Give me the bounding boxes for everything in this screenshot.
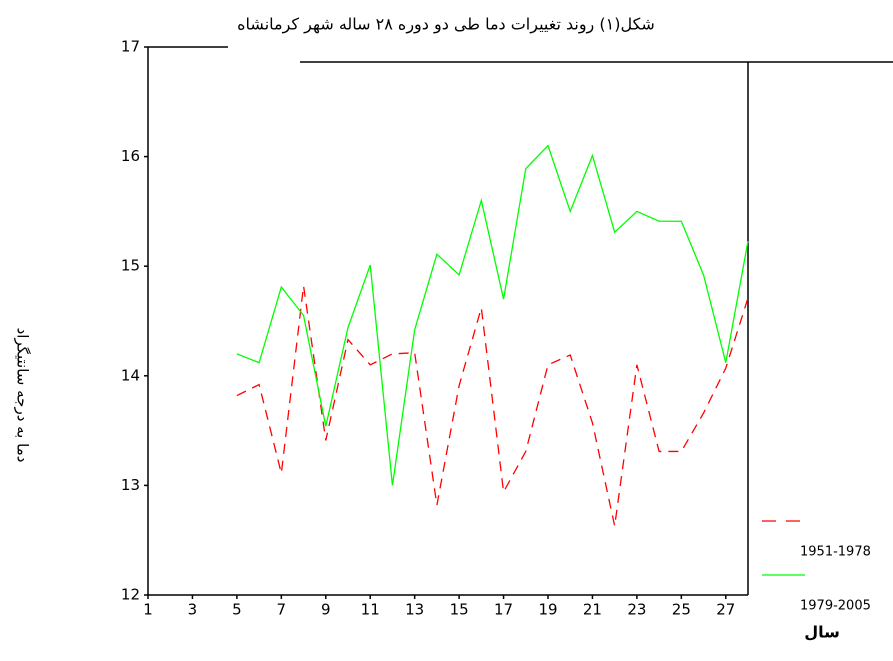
- y-tick-label: 16: [121, 147, 140, 165]
- x-tick-label: 9: [321, 601, 331, 619]
- x-tick-label: 19: [538, 601, 557, 619]
- x-tick-label: 5: [232, 601, 242, 619]
- y-tick-label: 12: [121, 586, 140, 604]
- x-axis-label: سال: [804, 623, 840, 642]
- legend-label: 1951-1978: [800, 545, 871, 560]
- series-line: [236, 144, 749, 486]
- x-tick-label: 11: [361, 601, 380, 619]
- y-tick-label: 14: [121, 366, 140, 384]
- x-tick-label: 15: [450, 601, 469, 619]
- x-tick-label: 13: [405, 601, 424, 619]
- legend-label: 1979-2005: [800, 599, 871, 614]
- x-tick-label: 21: [583, 601, 602, 619]
- y-tick-label: 13: [121, 476, 140, 494]
- y-tick-label: 17: [121, 38, 140, 56]
- series-line: [236, 285, 749, 527]
- chart-title: شکل(۱) روند تغییرات دما طی دو دوره ۲۸ سا…: [237, 15, 655, 35]
- x-tick-label: 1: [143, 601, 153, 619]
- x-tick-label: 3: [188, 601, 198, 619]
- x-tick-label: 27: [716, 601, 735, 619]
- x-tick-label: 23: [627, 601, 646, 619]
- x-tick-label: 25: [672, 601, 691, 619]
- x-tick-label: 7: [277, 601, 287, 619]
- y-tick-label: 15: [121, 257, 140, 275]
- y-axis-label: دما به درجه سانتیگراد: [14, 328, 32, 463]
- x-tick-label: 17: [494, 601, 513, 619]
